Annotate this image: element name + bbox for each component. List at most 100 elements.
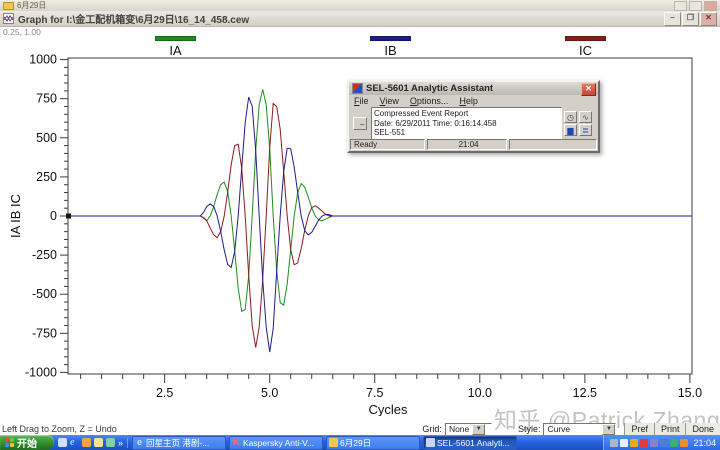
menu-file[interactable]: File [354,95,369,106]
printer-icon[interactable] [610,438,619,447]
graph-bottom-toolbar: Grid: None ▼ Style: Curve ▼ Pref Print D… [419,422,720,436]
y-tick-label: -750 [32,326,57,340]
windows-flag-icon [5,438,14,447]
legend-swatch-ia [155,36,196,41]
taskbar-task-area: e 回星主页 港剧-... K Kaspersky Anti-V... 6月29日 SEL… [132,435,518,450]
event-report-list[interactable]: Compressed Event Report Date: 6/29/2011 … [371,107,562,140]
done-button[interactable]: Done [685,423,720,435]
collapse-button[interactable]: – [353,117,367,130]
background-window-buttons [674,1,717,11]
x-axis-ticks: 2.5 5.0 7.5 10.0 12.5 15.0 [80,374,702,400]
zoom-hint-text: Left Drag to Zoom, Z = Undo [2,424,117,434]
taskbar-task-label: 6月29日 [340,437,372,448]
style-label: Style: [517,424,541,434]
taskbar-task[interactable]: 6月29日 [326,435,421,450]
y-axis-ticks: 1000 750 500 250 0 -250 -500 -750 -1000 [25,53,68,379]
restore-icon[interactable]: ❐ [682,12,699,26]
grid-select[interactable]: None ▼ [444,422,492,436]
x-tick-label: 2.5 [156,386,173,400]
chevron-down-icon[interactable]: ▼ [472,423,486,435]
dialog-title: SEL-5601 Analytic Assistant [366,83,494,94]
harmonics-icon[interactable]: ∿ [579,111,592,123]
y-tick-label: 1000 [29,53,57,67]
system-tray: 21:04 [603,435,720,450]
grid-select-value: None [448,424,470,434]
x-tick-label: 5.0 [261,386,278,400]
phasor-icon[interactable]: ◷ [564,111,577,123]
trace-IB [68,96,692,353]
report-line: Compressed Event Report [374,109,469,118]
sel-icon [426,438,436,447]
status-text: Ready [350,139,426,150]
close-icon[interactable]: ✕ [581,83,596,96]
shield-icon[interactable] [630,438,639,447]
y-tick-label: 500 [36,131,57,145]
volume-icon[interactable] [620,438,629,447]
start-button[interactable]: 开始 [0,435,54,450]
graph-window-titlebar[interactable]: Graph for I:\金工配机箱变\6月29日\16_14_458.cew … [0,11,720,27]
x-tick-label: 7.5 [366,386,383,400]
start-button-label: 开始 [17,439,37,450]
maximize-icon[interactable] [689,1,702,11]
legend-label-ia: IA [169,43,182,58]
input-method-icon[interactable] [660,438,669,447]
x-tick-label: 12.5 [573,386,597,400]
print-button[interactable]: Print [653,423,686,435]
tray-icons [610,438,689,447]
chevron-down-icon[interactable]: ▼ [602,423,616,435]
event-report-icon[interactable]: ≣ [579,124,592,136]
x-tick-label: 10.0 [468,386,492,400]
legend-label-ic: IC [579,43,592,58]
browser-icon[interactable] [680,438,689,447]
trace-IC [68,102,692,348]
messenger-icon[interactable] [106,438,115,447]
y-axis-label: IA IB IC [8,194,23,238]
menu-view[interactable]: View [379,95,399,106]
y-tick-label: 250 [36,170,57,184]
status-time: 21:04 [427,139,508,150]
minimize-icon[interactable]: – [664,12,681,26]
sel-app-icon [352,83,363,94]
ie-icon[interactable]: e [70,437,75,448]
show-desktop-icon[interactable] [58,438,67,447]
trigger-marker [66,213,71,219]
close-icon[interactable]: ✕ [700,12,717,26]
x-tick-label: 15.0 [678,386,702,400]
style-select[interactable]: Curve ▼ [543,422,617,436]
network-icon[interactable] [670,438,679,447]
ie-icon: e [137,437,143,447]
close-icon[interactable] [704,1,717,11]
taskbar-task[interactable]: K Kaspersky Anti-V... [229,435,324,450]
kaspersky-icon[interactable] [640,438,649,447]
taskbar-task-label: SEL-5601 Analyti... [437,437,510,448]
y-tick-label: -250 [32,248,57,262]
menu-help[interactable]: Help [459,95,478,106]
dialog-titlebar[interactable]: SEL-5601 Analytic Assistant ✕ [349,82,598,96]
x-axis-label: Cycles [368,402,408,416]
sel5601-dialog[interactable]: SEL-5601 Analytic Assistant ✕ File View … [347,80,600,153]
taskbar-task[interactable]: e 回星主页 港剧-... [132,435,227,450]
folder-icon [3,1,14,10]
quick-launch-area: e» [54,437,129,448]
quick-launch-overflow-icon[interactable]: » [118,437,124,448]
dialog-toolbar: ◷ ∿ ▆ ≣ [564,111,594,136]
bar-chart-icon[interactable]: ▆ [564,124,577,136]
legend-swatch-ib [370,36,411,41]
legend-item-ic: IC [565,36,606,58]
taskbar-task-label: 回星主页 港剧-... [146,437,210,448]
taskbar-task[interactable]: SEL-5601 Analyti... [423,435,518,450]
y-tick-label: -1000 [25,365,57,379]
graph-app-icon [3,13,14,24]
report-line: SEL-551 [374,128,406,137]
qq-icon[interactable] [94,438,103,447]
pref-button[interactable]: Pref [624,423,654,435]
legend-label-ib: IB [384,43,397,58]
background-window-title: 6月29日 [17,1,47,10]
menu-options[interactable]: Options... [409,95,449,106]
dialog-statusbar: Ready 21:04 [350,139,597,150]
update-icon[interactable] [650,438,659,447]
media-player-icon[interactable] [82,438,91,447]
minimize-icon[interactable] [674,1,687,11]
trace-IA [68,89,692,313]
